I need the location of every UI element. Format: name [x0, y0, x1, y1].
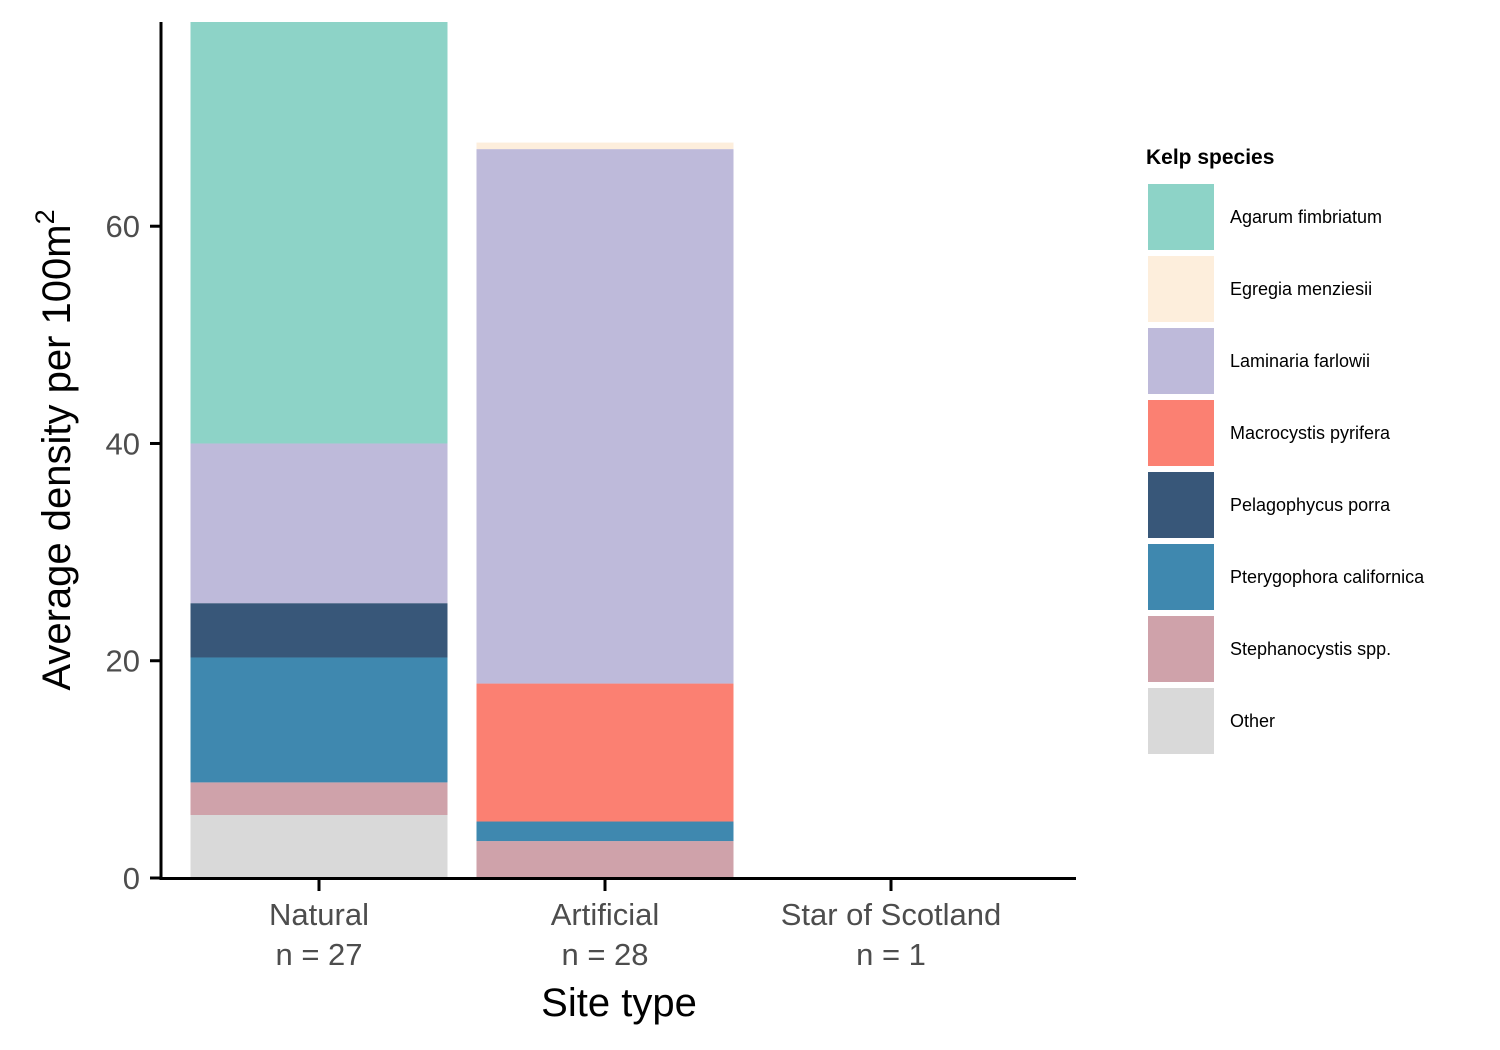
bar-natural-agarum-fimbriatum [190, 22, 448, 444]
x-tick-label-natural: Natural [269, 897, 369, 932]
bar-artificial-laminaria-farlowii [476, 149, 734, 684]
legend-swatch-other [1148, 688, 1214, 754]
x-tick-label-star-of-scotland: Star of Scotland [781, 897, 1002, 932]
legend-label-agarum-fimbriatum: Agarum fimbriatum [1230, 207, 1382, 227]
y-tick-label: 60 [106, 209, 140, 244]
y-axis-title-main: Average density per 100m [35, 224, 79, 690]
legend-label-pelagophycus-porra: Pelagophycus porra [1230, 495, 1391, 515]
legend-swatch-egregia-menziesii [1148, 256, 1214, 322]
x-axis-title: Site type [541, 981, 697, 1025]
legend-swatch-macrocystis-pyrifera [1148, 400, 1214, 466]
bar-natural-stephanocystis-spp [190, 782, 448, 815]
legend-label-pterygophora-californica: Pterygophora californica [1230, 567, 1425, 587]
legend-label-egregia-menziesii: Egregia menziesii [1230, 279, 1372, 299]
x-tick-count-artificial: n = 28 [561, 937, 648, 972]
y-axis-title: Average density per 100m2 [30, 209, 79, 690]
bar-natural-pterygophora-californica [190, 657, 448, 783]
bar-natural-pelagophycus-porra [190, 603, 448, 658]
legend-swatch-pelagophycus-porra [1148, 472, 1214, 538]
x-axis-ticks: Natural n = 27 Artificial n = 28 Star of Sco… [269, 880, 1001, 972]
bar-segments [190, 22, 734, 878]
y-axis-title-superscript: 2 [30, 209, 60, 224]
bar-natural-other [190, 814, 448, 878]
x-tick-count-star-of-scotland: n = 1 [856, 937, 926, 972]
y-tick-label: 20 [106, 644, 140, 679]
legend: Kelp species Agarum fimbriatum Egregia me… [1146, 146, 1425, 754]
y-tick-label: 0 [123, 861, 140, 896]
bar-artificial-egregia-menziesii [476, 142, 734, 150]
legend-swatch-agarum-fimbriatum [1148, 184, 1214, 250]
legend-swatch-stephanocystis-spp [1148, 616, 1214, 682]
x-tick-count-natural: n = 27 [275, 937, 362, 972]
bar-artificial-macrocystis-pyrifera [476, 683, 734, 822]
x-tick-label-artificial: Artificial [551, 897, 660, 932]
legend-label-macrocystis-pyrifera: Macrocystis pyrifera [1230, 423, 1391, 443]
bar-natural-laminaria-farlowii [190, 443, 448, 604]
legend-label-stephanocystis-spp: Stephanocystis spp. [1230, 639, 1391, 659]
y-axis-ticks: 0 20 40 60 [106, 209, 161, 896]
bar-artificial-pterygophora-californica [476, 821, 734, 842]
bar-artificial-stephanocystis-spp [476, 841, 734, 878]
legend-swatch-laminaria-farlowii [1148, 328, 1214, 394]
legend-swatch-pterygophora-californica [1148, 544, 1214, 610]
legend-label-other: Other [1230, 711, 1275, 731]
y-tick-label: 40 [106, 426, 140, 461]
legend-label-laminaria-farlowii: Laminaria farlowii [1230, 351, 1370, 371]
legend-title: Kelp species [1146, 146, 1274, 169]
